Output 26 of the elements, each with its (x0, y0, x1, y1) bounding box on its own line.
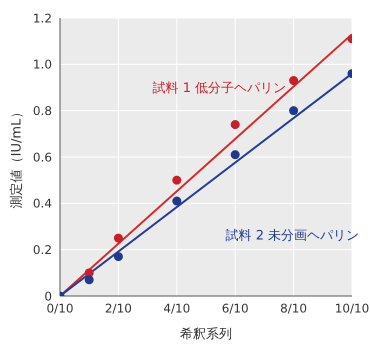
point (172, 176, 182, 185)
x-tick-label: 2/10 (104, 302, 132, 316)
y-tick-label: 0 (44, 289, 52, 304)
y-tick-label: 0.4 (32, 196, 52, 211)
point (84, 275, 94, 284)
point (289, 106, 298, 116)
series-label: 試料 1 低分子ヘパリン (152, 81, 286, 96)
y-tick-label: 1.0 (32, 58, 52, 72)
text: 試料 2 未分画ヘパリン (226, 228, 360, 244)
point (114, 252, 123, 262)
x-axis-title: 希釈系列 (180, 327, 232, 342)
y-tick-label: 1.2 (32, 11, 52, 26)
point (230, 150, 240, 160)
x-tick-label: 0/10 (46, 302, 74, 316)
y-tick-label: 0.8 (32, 104, 52, 118)
y-tick-label: 0.2 (32, 242, 52, 257)
x-tick-label: 4/10 (163, 302, 190, 316)
x-tick-label: 8/10 (280, 302, 308, 316)
x-tick-label: 6/10 (222, 302, 249, 316)
point (172, 196, 182, 206)
point (289, 76, 298, 86)
point (230, 120, 240, 130)
y-tick-label: 0.6 (32, 150, 52, 164)
y-axis-title: 測定値（IU/mL） (10, 106, 25, 208)
point (114, 234, 123, 243)
x-tick-label: 10/10 (334, 302, 370, 316)
